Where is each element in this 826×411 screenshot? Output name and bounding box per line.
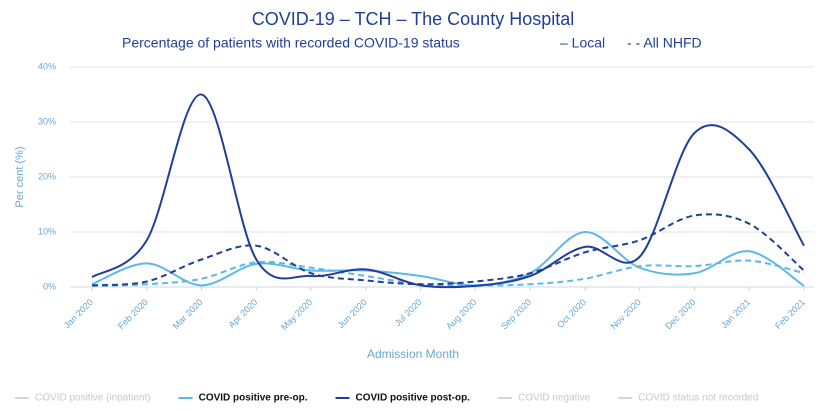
local-line	[91, 93, 805, 289]
x-tick-label: Dec 2020	[663, 297, 697, 331]
y-axis-label: Per cent (%)	[14, 146, 26, 207]
x-tick-label: Jul 2020	[393, 297, 424, 328]
x-tick-label: Jan 2021	[719, 297, 752, 330]
legend-label: COVID positive pre-op.	[199, 393, 308, 404]
x-tick-label: Feb 2021	[773, 297, 807, 331]
y-tick-label: 20%	[38, 171, 56, 181]
x-tick-label: Aug 2020	[444, 297, 478, 331]
legend-label: COVID negative	[518, 393, 591, 404]
local-key: – Local	[560, 35, 605, 51]
legend-label: COVID positive (inpatient)	[35, 393, 151, 404]
legend-label: COVID status not recorded	[638, 393, 758, 404]
y-tick-label: 40%	[38, 61, 56, 71]
x-tick-label: Feb 2020	[116, 297, 150, 331]
x-tick-label: Mar 2020	[171, 297, 205, 331]
nhfd-line	[91, 213, 805, 287]
y-tick-label: 10%	[38, 226, 56, 236]
x-tick-label: Apr 2020	[226, 297, 259, 330]
y-tick-label: 0%	[43, 281, 56, 291]
x-axis-label: Admission Month	[367, 347, 459, 361]
x-tick-label: Sep 2020	[499, 297, 533, 331]
legend-label: COVID positive post-op.	[356, 393, 471, 404]
nhfd-key: - - All NHFD	[627, 35, 702, 51]
local-line	[91, 230, 805, 287]
x-tick-label: Nov 2020	[608, 297, 642, 331]
nhfd-line	[91, 259, 805, 287]
chart-title: COVID-19 – TCH – The County Hospital	[252, 9, 574, 29]
x-tick-label: Jan 2020	[62, 297, 95, 330]
x-tick-label: May 2020	[279, 297, 314, 332]
chart-subtitle: Percentage of patients with recorded COV…	[122, 35, 460, 51]
x-tick-label: Jun 2020	[336, 297, 369, 330]
y-tick-label: 30%	[38, 116, 56, 126]
x-tick-label: Oct 2020	[555, 297, 588, 330]
